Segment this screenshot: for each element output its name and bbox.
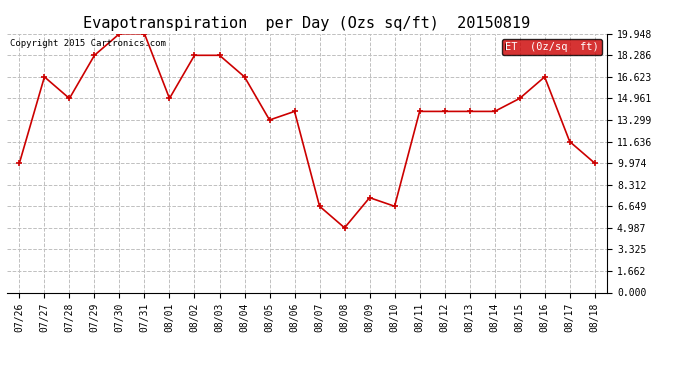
Text: Copyright 2015 Cartronics.com: Copyright 2015 Cartronics.com [10, 39, 166, 48]
Title: Evapotranspiration  per Day (Ozs sq/ft)  20150819: Evapotranspiration per Day (Ozs sq/ft) 2… [83, 16, 531, 31]
Legend: ET  (0z/sq  ft): ET (0z/sq ft) [502, 39, 602, 55]
